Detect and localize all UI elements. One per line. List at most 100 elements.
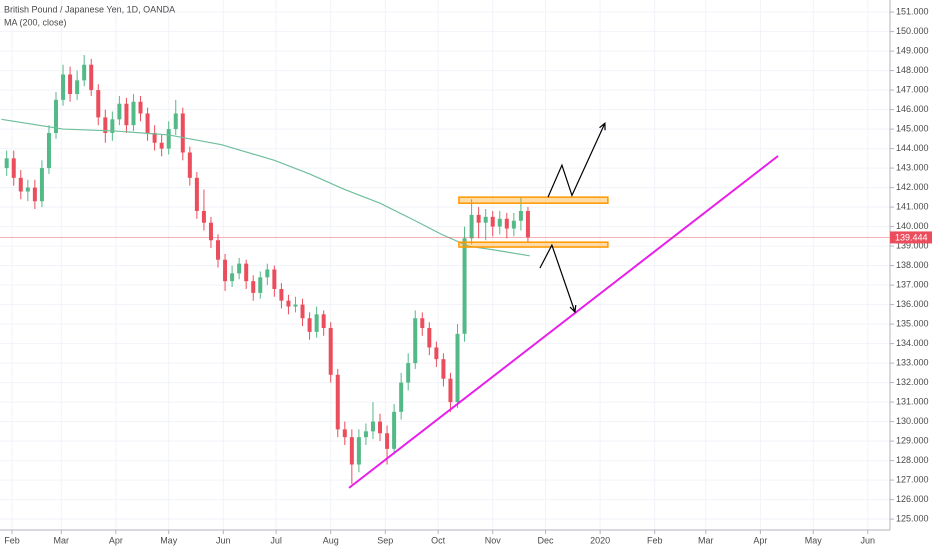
candle-body [180,113,185,153]
candle-body [356,437,361,465]
candle-body [300,304,305,319]
candle-body [68,74,73,94]
x-tick-label: Feb [4,535,20,545]
candle-body [279,288,284,301]
moving-average [1,118,530,257]
candle-body [370,421,375,432]
candle-body [392,411,397,449]
candle-body [363,431,368,438]
candle-body [82,64,87,81]
candle-body [145,113,150,133]
candle-body [525,210,530,238]
candle-body [201,210,206,223]
y-tick-label: 149.000 [896,45,929,55]
candle-body [448,378,453,403]
y-tick-label: 128.000 [896,455,929,465]
y-tick-label: 135.000 [896,318,929,328]
last-price-box [890,231,932,244]
y-tick-label: 145.000 [896,123,929,133]
x-tick-label: Mar [54,535,70,545]
candle-body [61,74,66,100]
candle-body [208,222,213,241]
zone-rectangle [458,196,609,204]
candle-body [39,168,44,202]
y-tick-label: 125.000 [896,513,929,523]
candle-body [159,142,164,149]
y-tick-label: 151.000 [896,6,929,16]
candle-body [349,437,354,465]
candle-body [406,363,411,383]
candle-body [469,214,474,239]
candle-body [483,216,488,223]
candle-body [497,218,502,227]
candle-body [455,333,460,403]
x-tick-label: Jun [861,535,876,545]
candle-body [46,132,51,169]
candle-body [399,382,404,412]
candle-body [216,240,221,260]
x-tick-label: Jul [270,535,282,545]
arrow-path [547,122,606,198]
x-tick-label: 2020 [590,535,610,545]
candle-body [173,113,178,130]
candle-body [96,90,101,118]
y-tick-label: 141.000 [896,201,929,211]
y-tick-label: 126.000 [896,494,929,504]
candle-body [342,429,347,438]
candle-body [265,269,270,278]
candle-body [258,277,263,293]
x-tick-label: Nov [485,535,502,545]
candle-body [335,374,340,430]
x-tick-label: Mar [698,535,714,545]
candle-body [152,132,157,143]
candle-body [413,318,418,364]
candle-body [237,263,242,274]
axes: 125.000 126.000 127.000 128.000 129.000 130.0… [4,6,932,545]
y-tick-label: 150.000 [896,26,929,36]
y-tick-label: 143.000 [896,162,929,172]
candle-body [434,347,439,360]
candle-body [11,158,16,178]
x-tick-label: Jun [216,535,231,545]
y-tick-label: 131.000 [896,396,929,406]
candle-body [307,318,312,332]
x-tick-label: May [805,535,823,545]
y-tick-label: 140.000 [896,221,929,231]
candle-body [441,359,446,379]
trendline [348,155,779,489]
candle-body [511,220,516,229]
candle-body [166,129,171,149]
x-tick-label: Apr [109,535,123,545]
arrow-head [569,304,577,314]
candle-body [32,187,37,202]
candle-body [103,117,108,133]
y-tick-label: 144.000 [896,143,929,153]
y-tick-label: 138.000 [896,260,929,270]
candle-body [385,433,390,449]
candle-body [504,218,509,229]
y-tick-label: 130.000 [896,416,929,426]
x-tick-label: Oct [431,535,446,545]
candle-body [427,327,432,348]
candle-body [131,101,136,126]
candle-body [293,304,298,307]
y-tick-label: 132.000 [896,377,929,387]
last-price-label: 139.444 [895,232,928,242]
candle-body [420,318,425,328]
candle-body [117,103,122,120]
marks [0,54,890,489]
candle-body [328,327,333,375]
candle-body [110,119,115,133]
candle-body [187,152,192,178]
zone-rectangle [458,241,609,248]
candle-body [18,177,23,192]
y-tick-label: 133.000 [896,357,929,367]
y-tick-label: 129.000 [896,435,929,445]
y-tick-label: 142.000 [896,182,929,192]
candle-body [476,214,481,223]
candle-body [124,103,129,126]
x-tick-label: Sep [377,535,393,545]
y-tick-label: 147.000 [896,84,929,94]
chart-title: British Pound / Japanese Yen, 1D, OANDA [4,4,175,14]
candle-body [251,281,256,293]
